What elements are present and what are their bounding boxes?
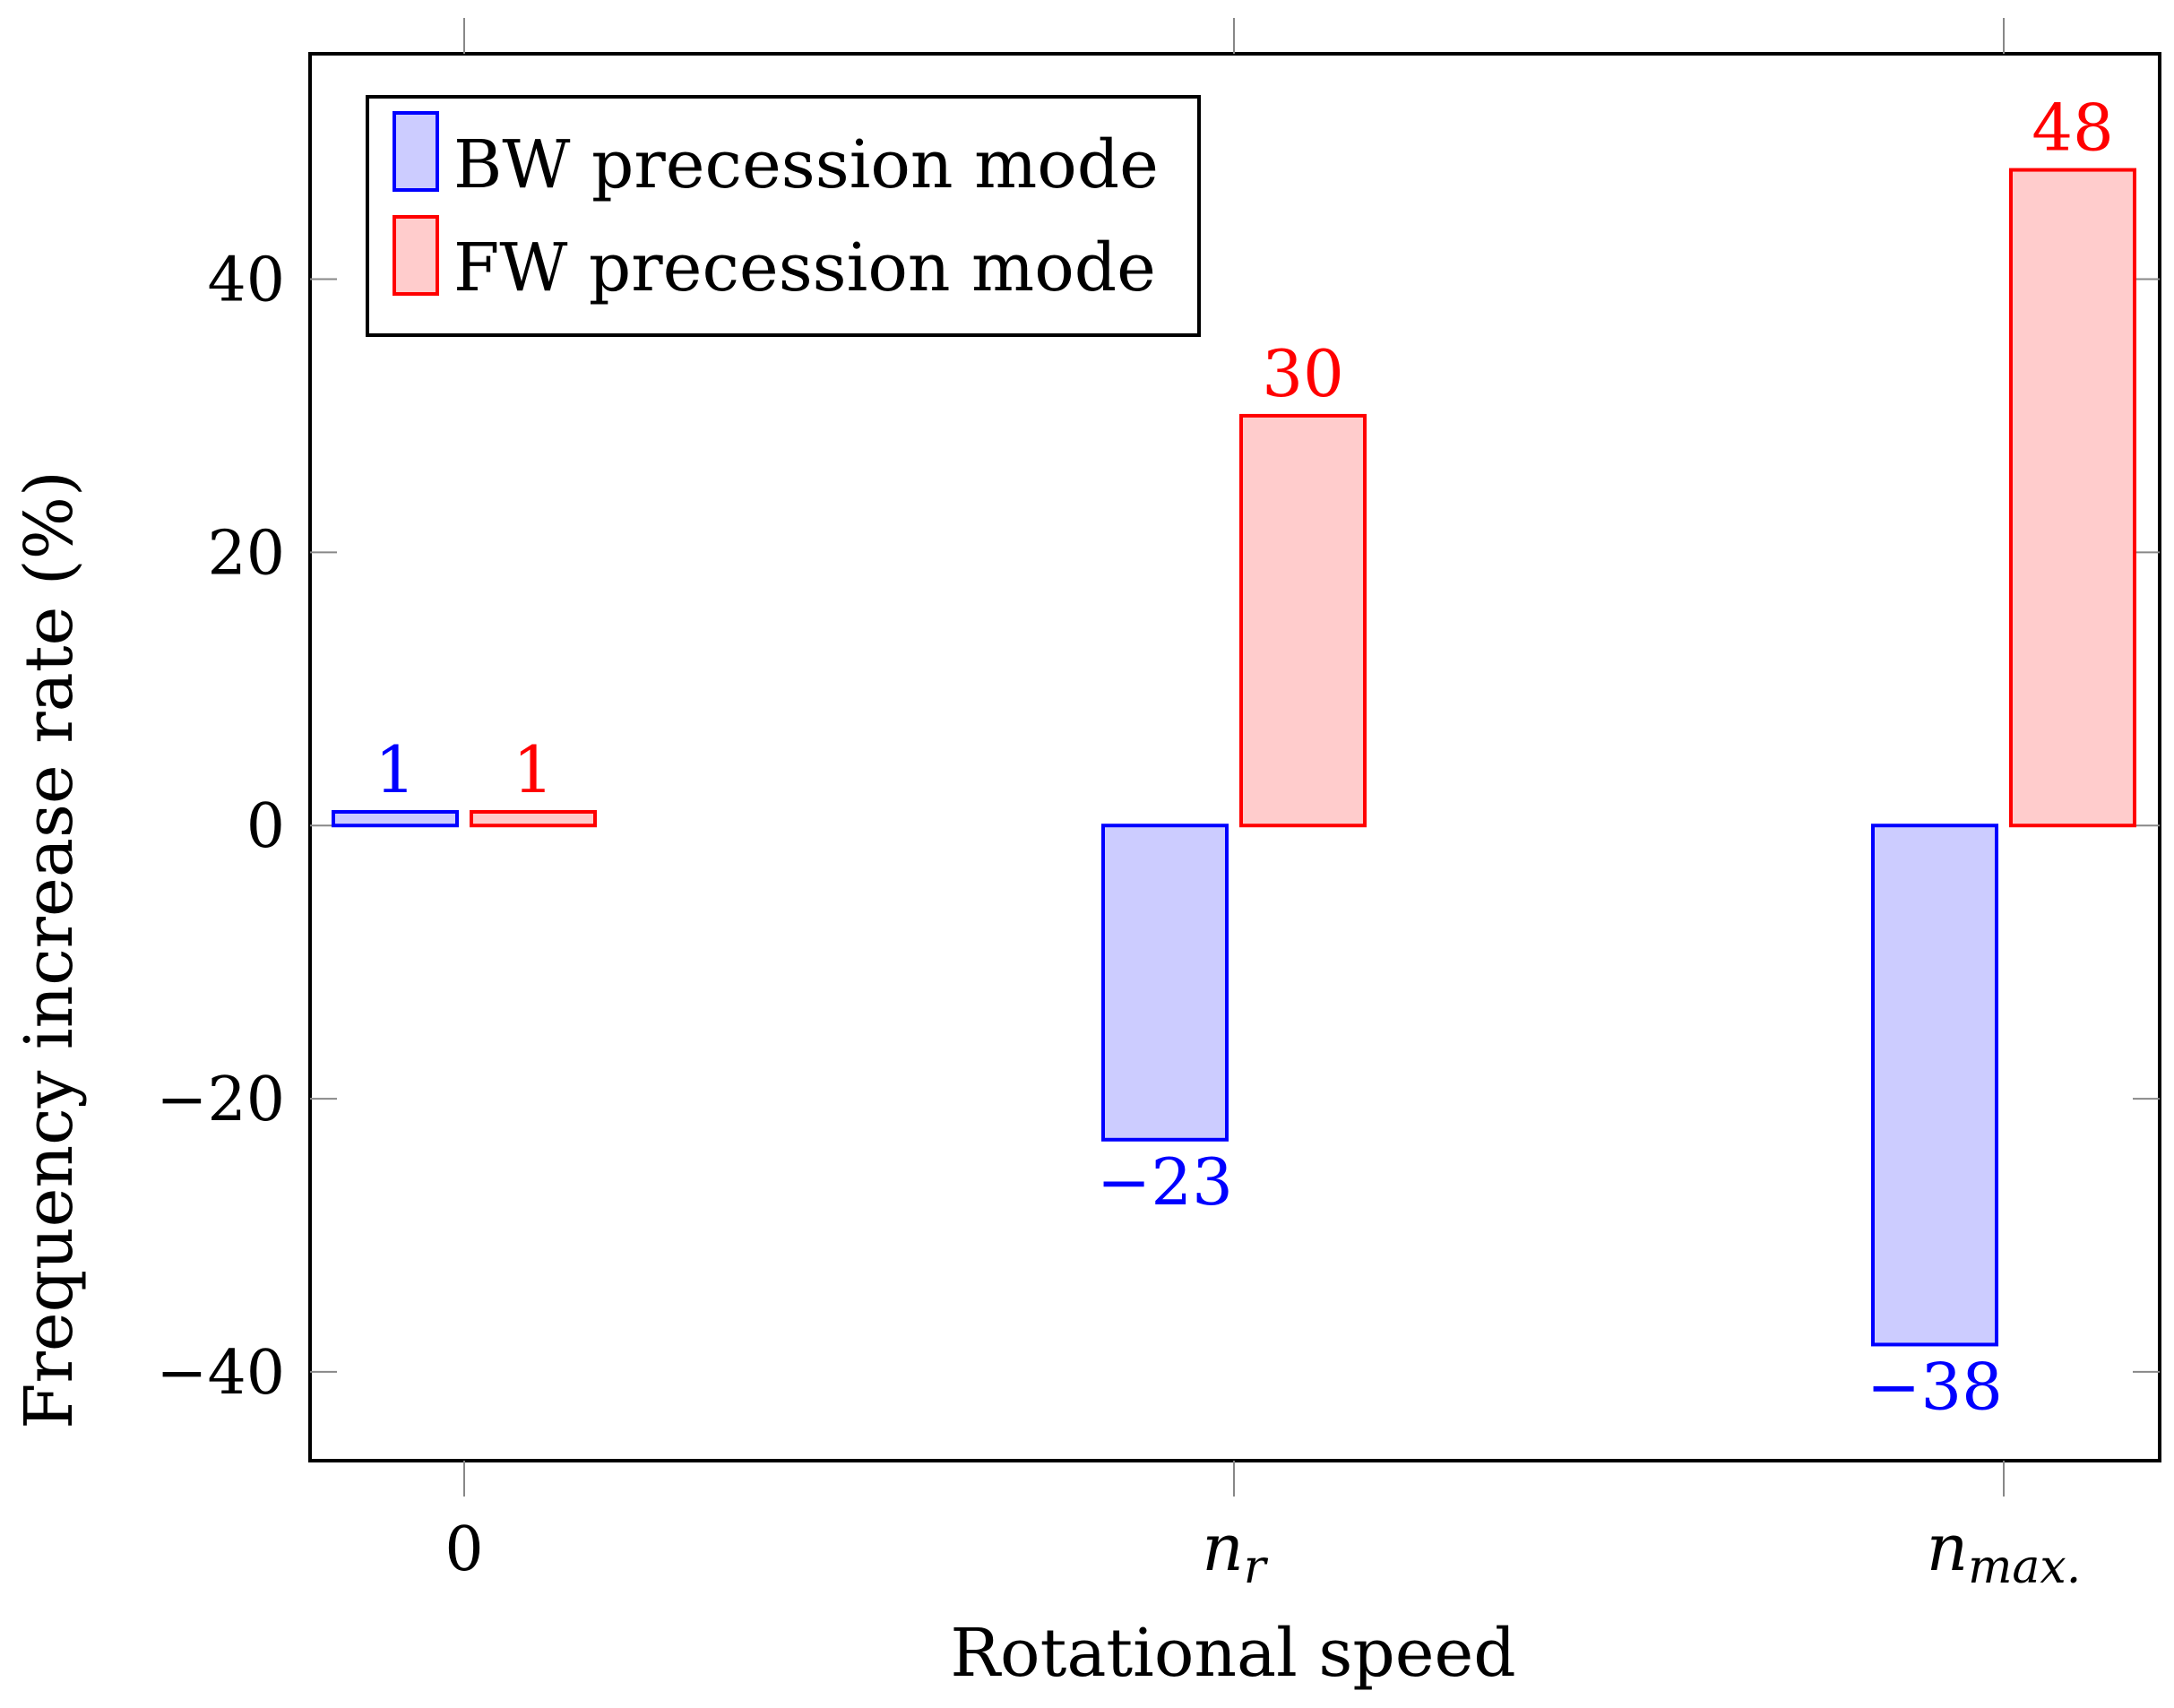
bar-fw [2009, 168, 2136, 828]
legend: BW precession mode FW precession mode [366, 95, 1201, 337]
data-label-fw: 1 [513, 732, 554, 807]
data-label-bw: 1 [375, 732, 416, 807]
data-label-fw: 48 [2032, 91, 2114, 166]
y-tick-label: 20 [207, 518, 285, 589]
bar-bw [1871, 824, 1998, 1347]
x-tick-label: nmax. [1927, 1510, 2082, 1594]
legend-label-fw: FW precession mode [453, 229, 1156, 306]
legend-swatch-bw [393, 111, 439, 192]
bars-layer [332, 168, 2136, 1347]
x-tick-label: 0 [444, 1514, 483, 1585]
legend-swatch-fw [393, 215, 439, 296]
y-axis-title: Frequency increase rate (%) [11, 470, 88, 1429]
bar-bw [332, 809, 459, 828]
y-tick-label: −40 [156, 1338, 285, 1409]
x-tick-label: nr [1202, 1510, 1268, 1594]
bar-bw [1101, 824, 1229, 1142]
y-tick-label: 40 [207, 246, 285, 316]
bar-fw [470, 809, 597, 828]
data-label-fw: 30 [1262, 336, 1344, 411]
legend-label-bw: BW precession mode [453, 126, 1159, 203]
bar-fw [1239, 413, 1367, 828]
data-label-bw: −38 [1867, 1349, 2003, 1424]
y-tick-label: −20 [156, 1065, 285, 1135]
data-label-bw: −23 [1097, 1144, 1233, 1220]
legend-box [366, 95, 1201, 337]
data-labels-layer: 1 −23 −38 1 30 48 [375, 91, 2114, 1425]
axes-layer: −40 −20 0 20 40 0 nr nmax. [156, 18, 2161, 1594]
x-axis-title: Rotational speed [950, 1615, 1515, 1692]
y-tick-label: 0 [246, 791, 285, 862]
